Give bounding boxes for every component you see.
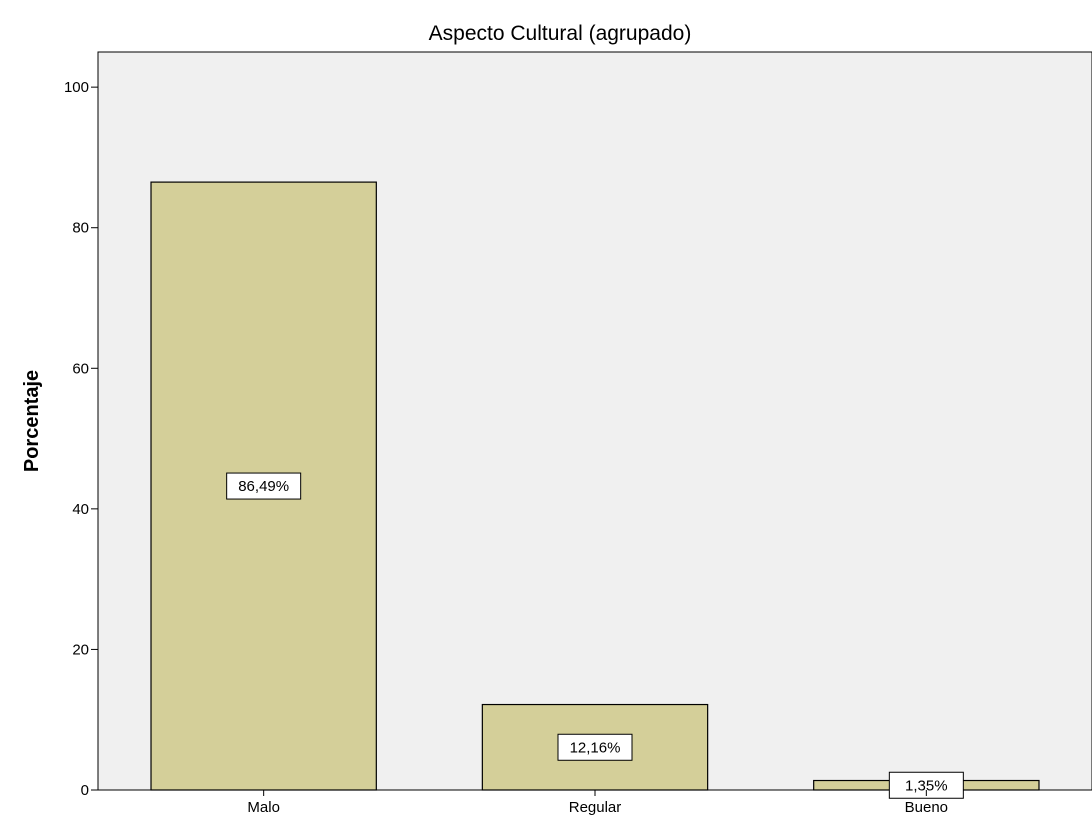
y-tick-label: 40 (72, 501, 89, 518)
y-tick-label: 60 (72, 360, 89, 377)
x-tick-label: Bueno (905, 799, 948, 816)
data-label: 12,16% (570, 739, 621, 756)
y-tick-label: 80 (72, 220, 89, 237)
chart-title: Aspecto Cultural (agrupado) (429, 22, 692, 45)
y-tick-label: 0 (81, 782, 89, 799)
data-label-box (226, 472, 302, 500)
data-label: 86,49% (238, 478, 289, 495)
y-tick-label: 100 (64, 79, 89, 96)
y-axis: 0 20 40 60 80 100 (64, 79, 98, 799)
bars-group: 86,49% 12,16% 1,35% (150, 181, 1040, 799)
y-tick-label: 20 (72, 641, 89, 658)
y-axis-label: Porcentaje (21, 370, 43, 472)
data-label-box (888, 771, 964, 799)
x-axis: Malo Regular Bueno (247, 790, 948, 816)
x-tick-label: Regular (569, 799, 622, 816)
data-label: 1,35% (905, 777, 948, 794)
x-tick-label: Malo (247, 799, 280, 816)
data-label-box (557, 733, 633, 761)
